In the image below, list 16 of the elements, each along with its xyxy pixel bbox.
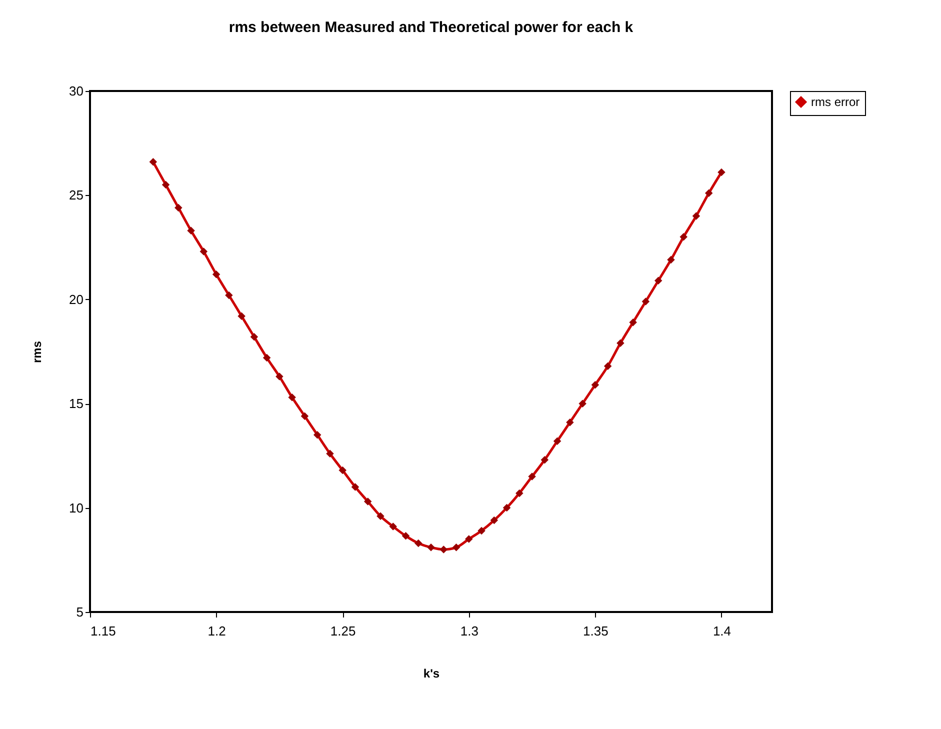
y-tick-label: 25 — [69, 188, 84, 203]
chart-title: rms between Measured and Theoretical power for each k — [228, 19, 634, 36]
y-axis-title: rms — [30, 340, 44, 364]
legend-label: rms error — [811, 95, 860, 109]
x-tick-label: 1.3 — [460, 624, 478, 638]
y-tick-label: 5 — [76, 604, 84, 620]
y-tick-label: 10 — [69, 500, 84, 516]
x-tick-label: 1.35 — [583, 624, 608, 638]
y-tick-label: 20 — [69, 292, 84, 307]
y-tick-label: 30 — [69, 84, 84, 98]
x-tick-label: 1.2 — [208, 624, 226, 638]
x-axis-title: k's — [423, 666, 440, 680]
y-tick-label: 15 — [69, 396, 84, 412]
x-tick-label: 1.15 — [90, 624, 116, 638]
x-tick-label: 1.4 — [712, 624, 732, 638]
x-tick-label: 1.25 — [330, 624, 356, 638]
